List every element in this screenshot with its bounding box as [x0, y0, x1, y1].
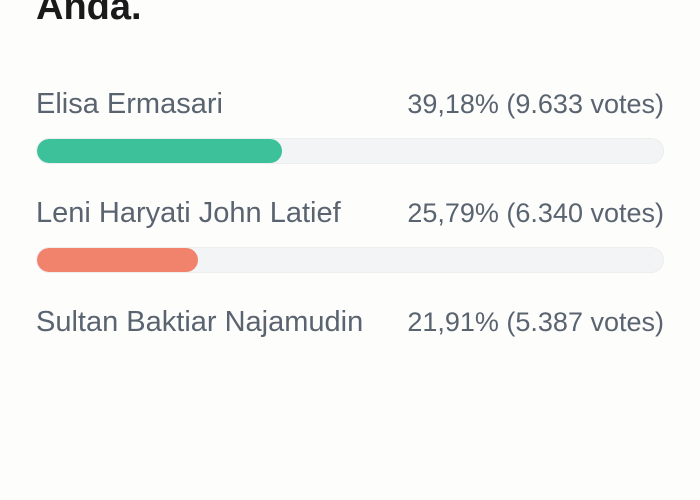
candidate-name: Sultan Baktiar Najamudin: [36, 303, 383, 342]
poll-item-header: Sultan Baktiar Najamudin 21,91% (5.387 v…: [36, 303, 664, 342]
vote-count: (9.633 votes): [506, 89, 664, 119]
candidate-name: Elisa Ermasari: [36, 85, 383, 124]
candidate-name: Leni Haryati John Latief: [36, 194, 383, 233]
vote-count: (6.340 votes): [506, 198, 664, 228]
poll-item: Sultan Baktiar Najamudin 21,91% (5.387 v…: [36, 303, 664, 342]
vote-result: 39,18% (9.633 votes): [407, 89, 664, 120]
bar-fill: [37, 248, 198, 272]
vote-percent: 39,18%: [407, 89, 499, 119]
poll-item-header: Leni Haryati John Latief 25,79% (6.340 v…: [36, 194, 664, 233]
page-title: Anda.: [36, 0, 664, 29]
bar-track: [36, 138, 664, 164]
bar-fill: [37, 139, 282, 163]
poll-item: Leni Haryati John Latief 25,79% (6.340 v…: [36, 194, 664, 273]
vote-count: (5.387 votes): [506, 307, 664, 337]
poll-item-header: Elisa Ermasari 39,18% (9.633 votes): [36, 85, 664, 124]
vote-percent: 21,91%: [407, 307, 499, 337]
vote-result: 25,79% (6.340 votes): [407, 198, 664, 229]
bar-track: [36, 247, 664, 273]
vote-result: 21,91% (5.387 votes): [407, 307, 664, 338]
poll-item: Elisa Ermasari 39,18% (9.633 votes): [36, 85, 664, 164]
vote-percent: 25,79%: [407, 198, 499, 228]
poll-list: Elisa Ermasari 39,18% (9.633 votes) Leni…: [36, 85, 664, 342]
